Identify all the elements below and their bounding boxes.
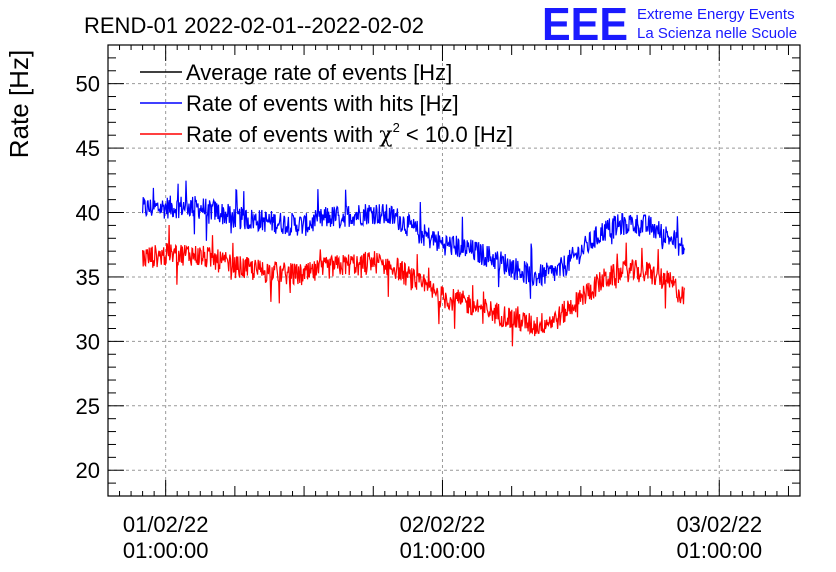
y-tick-labels: 20 25 30 35 40 45 50	[76, 72, 100, 484]
x-tick-label-time: 01:00:00	[400, 538, 486, 563]
x-ticks	[107, 45, 801, 496]
y-tick-label: 35	[76, 265, 100, 290]
legend: Average rate of events [Hz] Rate of even…	[140, 60, 513, 148]
x-tick-labels: 01/02/2201:00:0002/02/2201:00:0003/02/22…	[123, 512, 762, 563]
x-tick-label-date: 01/02/22	[123, 512, 209, 537]
y-tick-label: 20	[76, 458, 100, 483]
chart-title: REND-01 2022-02-01--2022-02-02	[84, 13, 424, 38]
x-tick-label-time: 01:00:00	[123, 538, 209, 563]
y-tick-label: 30	[76, 329, 100, 354]
legend-label-chi2: Rate of events with χ2 < 10.0 [Hz]	[186, 120, 513, 148]
y-tick-label: 40	[76, 201, 100, 226]
y-ticks	[108, 44, 800, 497]
eee-logo-line1: Extreme Energy Events	[637, 6, 795, 23]
y-gridlines	[108, 83, 800, 471]
y-axis-label: Rate [Hz]	[4, 50, 34, 158]
series-layer	[142, 180, 686, 347]
x-tick-label-time: 01:00:00	[676, 538, 762, 563]
series-chi2-line	[142, 224, 686, 347]
legend-label-average: Average rate of events [Hz]	[186, 60, 452, 85]
eee-logo-letters: EEE	[542, 0, 628, 50]
y-tick-label: 45	[76, 136, 100, 161]
series-hits-line	[142, 180, 686, 299]
eee-logo-line2: La Scienza nelle Scuole	[637, 25, 797, 42]
x-tick-label-date: 03/02/22	[676, 512, 762, 537]
legend-label-hits: Rate of events with hits [Hz]	[186, 91, 459, 116]
eee-logo: EEE Extreme Energy Events La Scienza nel…	[542, 0, 797, 50]
y-tick-label: 50	[76, 72, 100, 97]
y-tick-label: 25	[76, 394, 100, 419]
x-tick-label-date: 02/02/22	[400, 512, 486, 537]
